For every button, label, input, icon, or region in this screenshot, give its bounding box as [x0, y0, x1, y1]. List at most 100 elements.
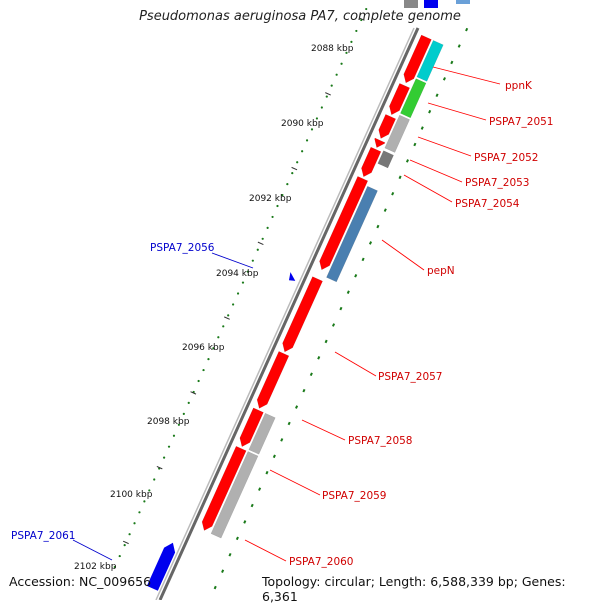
major-tick: [156, 465, 163, 470]
tick-dash: [383, 208, 387, 212]
tick-dash: [250, 503, 254, 508]
gene-pepn: [319, 176, 369, 271]
tick-dash: [361, 257, 365, 262]
tick-dot: [148, 489, 151, 492]
tick-label: 2102 kbp: [74, 562, 117, 572]
gene-label-pspa7-2053: PSPA7_2053: [465, 177, 530, 189]
tick-labels: 2088 kbp 2090 kbp 2092 kbp 2094 kbp 2096…: [74, 44, 354, 572]
leader-line: [417, 136, 472, 157]
tick-dot: [207, 358, 210, 361]
tick-dash: [442, 77, 446, 81]
tick-dash: [228, 552, 232, 557]
tick-dot: [330, 84, 333, 87]
tick-dot: [133, 522, 136, 525]
tick-dot: [172, 434, 176, 437]
tick-dot: [187, 401, 190, 405]
leader-line: [432, 66, 501, 85]
tick-dot: [261, 237, 264, 240]
gene-label-ppnk: ppnK: [505, 80, 533, 92]
tick-dash: [465, 27, 469, 32]
tick-dot: [296, 161, 299, 164]
tick-dot: [236, 292, 240, 295]
cog-cyan: [416, 40, 444, 82]
tick-dot: [345, 51, 348, 54]
map-title: Pseudomonas aeruginosa PA7, complete gen…: [139, 9, 461, 24]
tick-dash: [376, 224, 380, 229]
tick-dot: [167, 445, 171, 448]
backbone: [155, 0, 470, 600]
leader-line: [403, 174, 453, 203]
tick-dot: [246, 270, 250, 273]
gene-label-pepn: pepN: [427, 265, 455, 277]
cog-green: [400, 78, 427, 119]
tick-dot: [365, 7, 368, 11]
tick-dot: [182, 412, 185, 415]
major-tick: [325, 92, 331, 96]
leader-line: [381, 239, 425, 271]
tick-dot: [325, 95, 328, 98]
tick-label: 2090 kbp: [281, 119, 324, 129]
green-tick-ring: [113, 7, 469, 590]
major-tick: [257, 241, 264, 246]
gene-label-pspa7-2060: PSPA7_2060: [289, 556, 354, 568]
top-gene-blue: [424, 0, 438, 8]
gene-pspa7-2058: [256, 351, 290, 409]
gene-pspa7-2057: [282, 276, 323, 353]
gene-pspa7-2059: [239, 407, 264, 448]
tick-dash: [331, 323, 336, 327]
major-tick: [190, 391, 197, 395]
major-tick: [224, 316, 230, 320]
tick-dot: [197, 379, 200, 383]
tick-dot: [118, 554, 121, 558]
tick-dot: [128, 533, 131, 536]
tick-dash: [354, 274, 358, 278]
tick-dot: [271, 215, 274, 219]
tick-dash: [346, 290, 350, 294]
tick-dash: [368, 241, 373, 245]
gene-label-pspa7-2052: PSPA7_2052: [474, 152, 539, 164]
gene-pspa7-2054: [361, 146, 382, 178]
tick-dot: [286, 182, 289, 186]
tick-dot: [162, 456, 166, 459]
gene-ppnk: [403, 34, 432, 84]
tick-dash: [413, 142, 417, 147]
gene-pspa7-2052: [378, 114, 397, 139]
leader-line: [334, 351, 377, 377]
leader-line: [427, 102, 487, 121]
leader-lines: [72, 66, 501, 562]
tick-dash: [457, 44, 461, 48]
tick-dot: [276, 204, 279, 208]
tick-dash: [405, 159, 409, 163]
gene-label-pspa7-2059: PSPA7_2059: [322, 490, 387, 502]
tick-dot: [355, 29, 358, 33]
cog-steelblue: [326, 185, 378, 283]
tick-dot: [335, 73, 338, 76]
tick-dash: [235, 536, 239, 541]
leader-line-blue: [211, 252, 254, 269]
cog-gray: [384, 114, 410, 153]
cog-gray-2: [248, 412, 276, 455]
tick-label: 2094 kbp: [216, 269, 259, 279]
tick-dash: [272, 454, 276, 459]
tick-dash: [265, 470, 269, 475]
major-tick: [291, 166, 298, 171]
gene-label-pspa7-2057: PSPA7_2057: [378, 371, 443, 383]
tick-dash: [435, 93, 439, 98]
tick-dot: [251, 259, 254, 262]
gene-labels: ppnK PSPA7_2051 PSPA7_2052 PSPA7_2053 PS…: [11, 80, 554, 568]
tick-dot: [232, 303, 235, 306]
gene-pspa7-2053: [374, 137, 386, 148]
leader-line-blue: [72, 539, 113, 561]
tick-dot: [340, 62, 343, 65]
tick-dash: [339, 306, 343, 311]
tick-dash: [295, 405, 299, 409]
tick-label: 2100 kbp: [110, 490, 153, 500]
tick-dash: [213, 585, 217, 590]
major-tick: [358, 17, 365, 21]
tick-dot: [350, 40, 353, 43]
gene-label-pspa7-2056: PSPA7_2056: [150, 242, 215, 254]
tick-dash: [317, 356, 321, 360]
tick-dash: [221, 569, 225, 573]
tick-dash: [420, 126, 424, 130]
tick-dash: [280, 438, 284, 442]
